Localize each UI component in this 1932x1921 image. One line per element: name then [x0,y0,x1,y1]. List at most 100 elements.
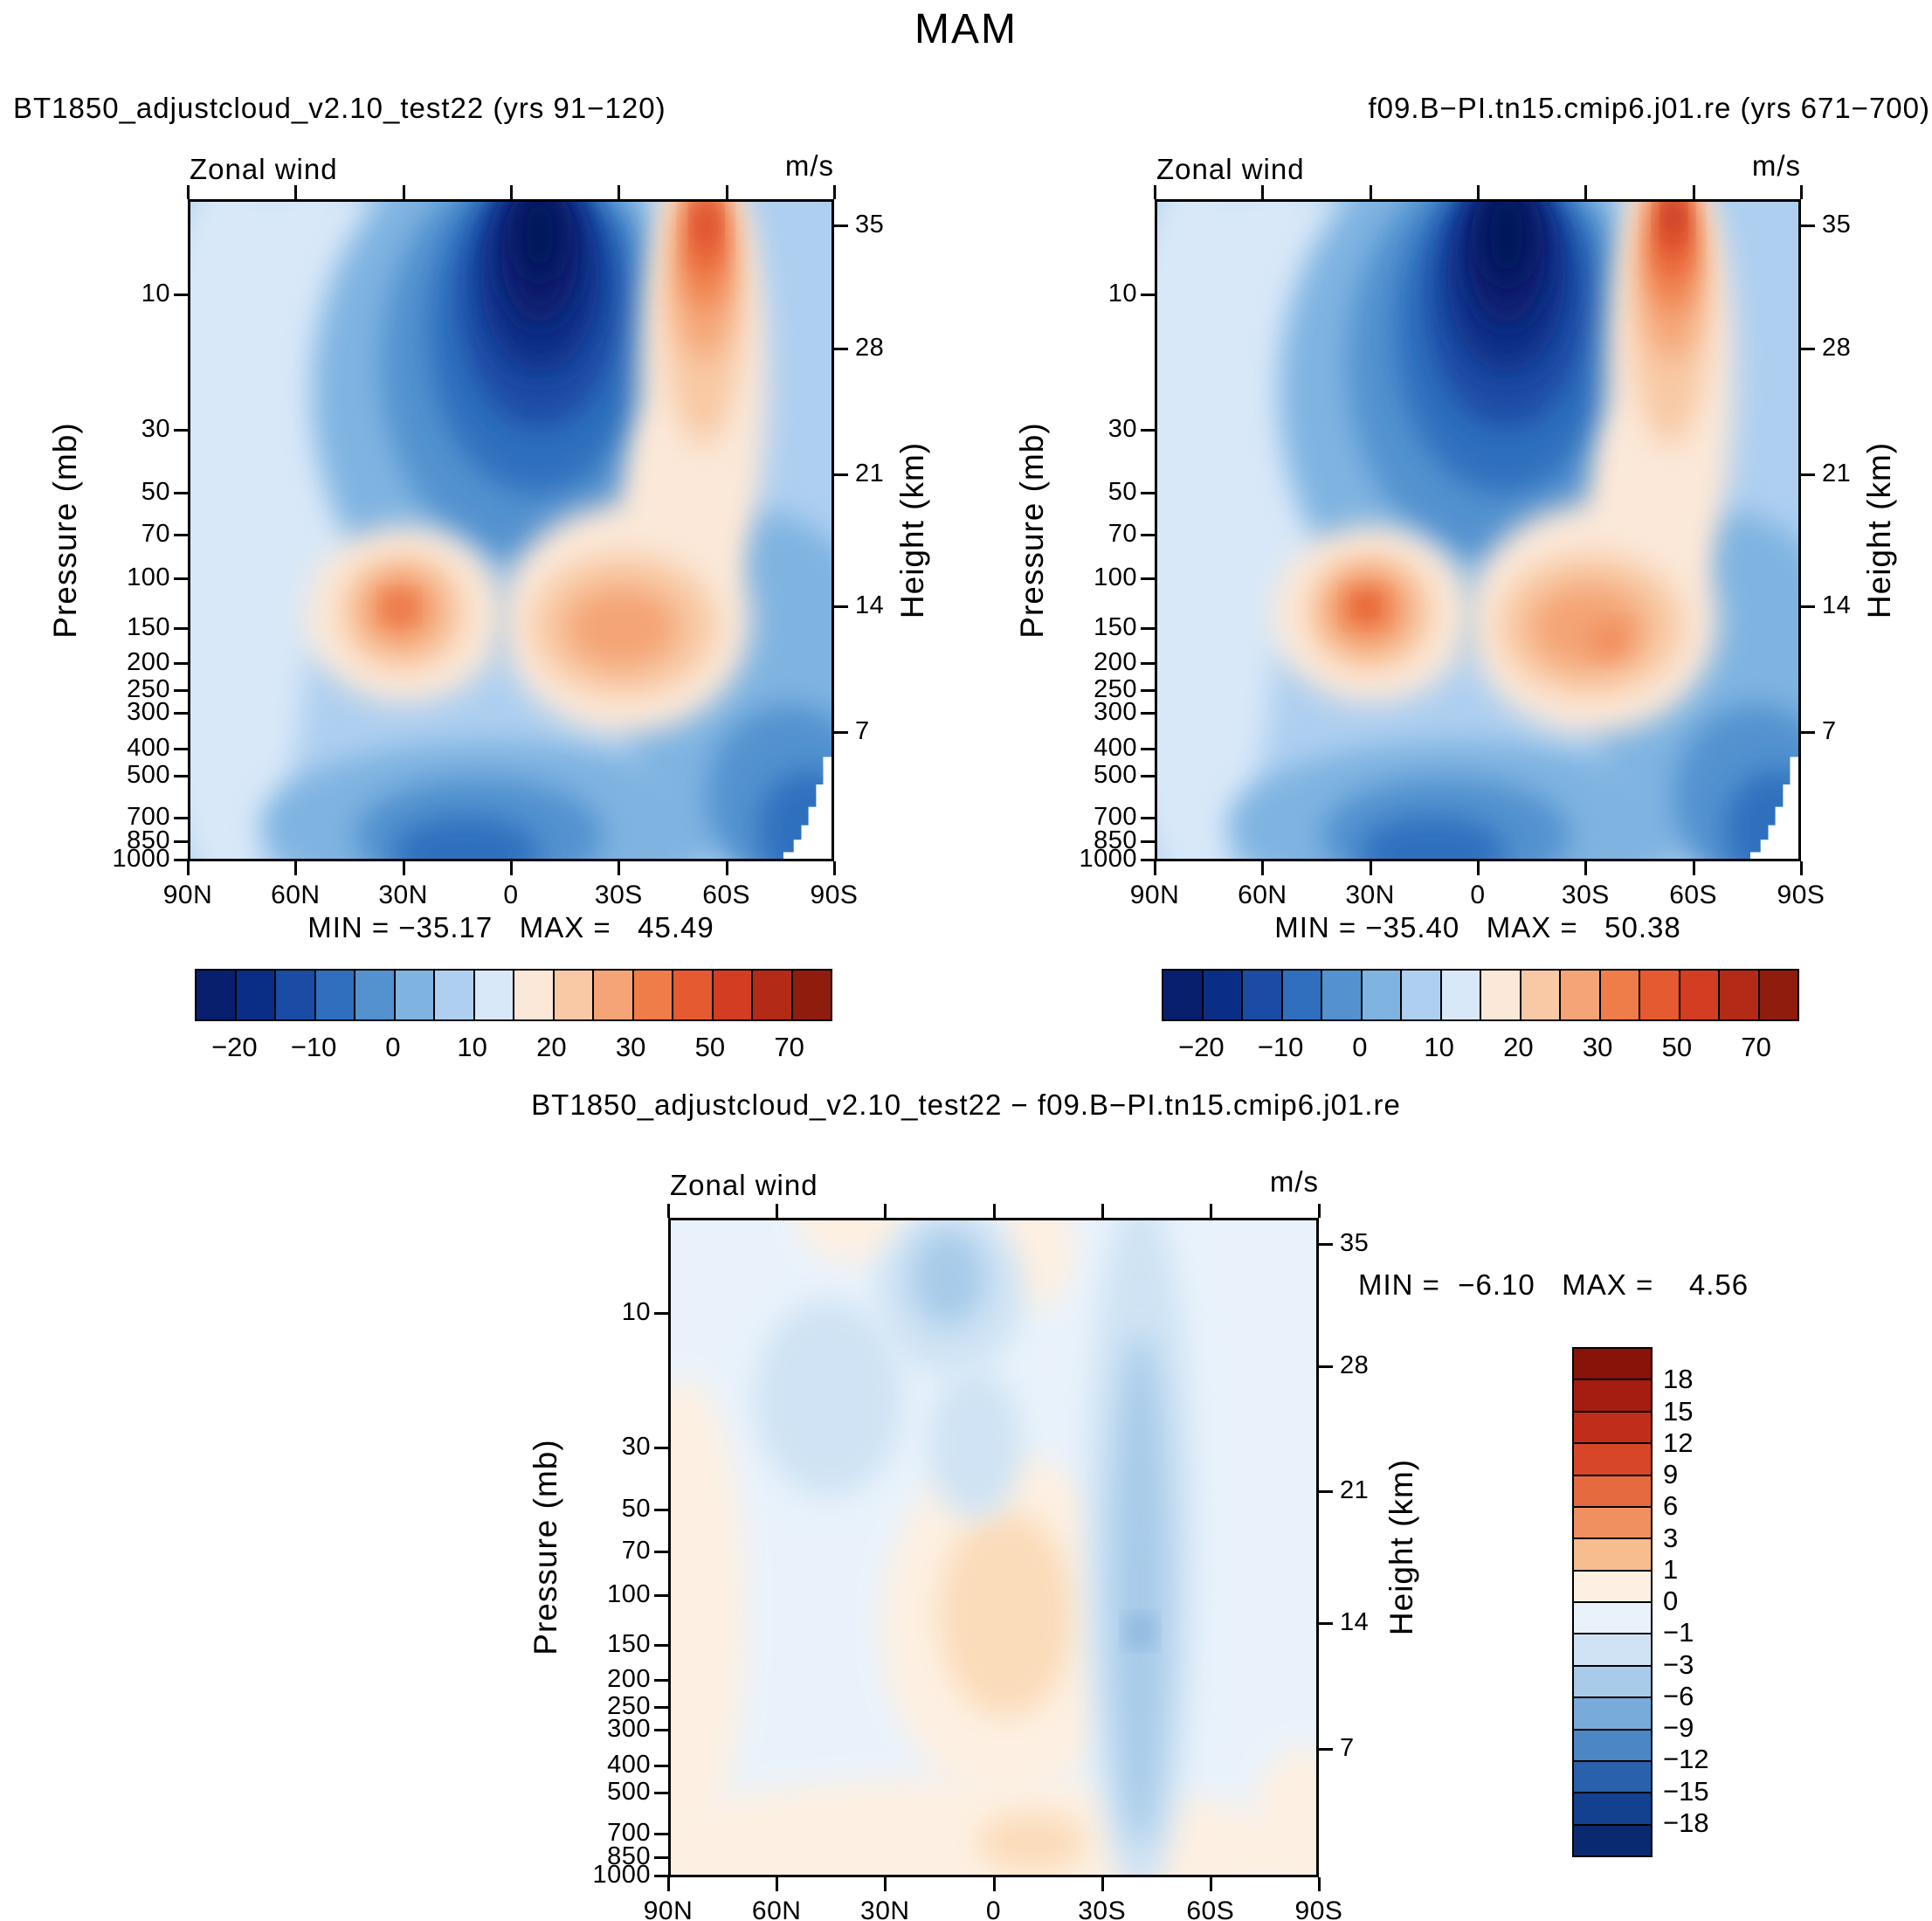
pressure-tick-label: 250 [127,675,170,704]
colorbar-segment [1282,971,1322,1019]
colorbar-tick-label: 20 [536,1032,567,1062]
colorbar-tick-label: 0 [385,1032,401,1062]
pressure-tick-label: 300 [127,698,170,727]
latitude-tick [1209,1877,1212,1891]
pressure-tick-label: 10 [141,280,170,308]
latitude-tick-top [776,1204,779,1218]
diff-colorbar-tick-label: −12 [1663,1744,1709,1775]
case2-title: f09.B−PI.tn15.cmip6.j01.re (yrs 671−700) [1368,92,1930,124]
pressure-tick [174,859,188,862]
panel-case2: f09.B−PI.tn15.cmip6.j01.re (yrs 671−700)… [980,83,1932,1101]
latitude-tick-label: 90S [1294,1897,1343,1921]
height-tick-label: 21 [1822,459,1852,487]
pressure-tick-label: 300 [1094,698,1137,727]
colorbar-segment [1759,971,1797,1019]
diff-colorbar-segment [1574,1825,1651,1855]
latitude-tick-label: 90S [810,881,859,909]
colorbar-tick-label: 50 [1661,1032,1693,1062]
pressure-tick-label: 150 [127,613,170,642]
contour-field [671,1220,1316,1875]
pressure-tick [654,1311,668,1315]
latitude-tick-label: 30N [1345,881,1395,909]
colorbar-tick-label: −20 [211,1032,258,1062]
diff-colorbar-tick-label: 3 [1663,1522,1679,1553]
height-tick-label: 28 [855,333,885,362]
pressure-tick-label: 50 [621,1495,651,1524]
pressure-tick [1141,859,1155,862]
latitude-tick [1477,861,1480,875]
diff-colorbar-tick-label: −6 [1663,1680,1694,1711]
latitude-tick [1318,1877,1321,1891]
colorbar-segment [1481,971,1521,1019]
height-tick-label: 35 [855,211,885,239]
colorbar-segment [514,971,555,1019]
pressure-tick-label: 500 [1094,761,1137,790]
latitude-tick [618,861,621,875]
latitude-tick-top [1261,185,1265,199]
colorbar-tick-label: 20 [1503,1032,1534,1062]
pressure-tick [174,428,188,432]
colorbar-segment [554,971,594,1019]
colorbar-case2: −20 −10 0 10 20 30 50 70 [1162,969,1799,1082]
pressure-tick [1141,816,1155,819]
pressure-tick-label: 700 [607,1819,651,1848]
pressure-tick [654,1706,668,1710]
colorbar-tick-label: −20 [1178,1032,1225,1062]
pressure-tick-label: 50 [141,477,170,506]
height-tick [834,731,848,735]
colorbar-tick-label: 50 [694,1032,726,1062]
pressure-tick [654,1791,668,1794]
diff-colorbar-segment [1574,1730,1651,1762]
latitude-tick [884,1877,887,1891]
colorbar-case1: −20 −10 0 10 20 30 50 70 [195,969,832,1082]
colorbar-segment [594,971,634,1019]
colorbar-segment [1402,971,1442,1019]
contour-plot-case2 [1155,199,1801,861]
colorbar-segment [1640,971,1680,1019]
pressure-tick-label: 850 [127,826,170,855]
latitude-tick-label: 90N [162,881,213,909]
latitude-tick-top [1477,185,1480,199]
latitude-tick [1154,861,1156,875]
colorbar-segment [395,971,435,1019]
height-tick [1801,731,1815,735]
diff-colorbar-segment [1574,1475,1651,1508]
colorbar-segment [1163,971,1204,1019]
height-tick-label: 35 [1340,1229,1370,1258]
pressure-tick [174,294,188,297]
pressure-tick-label: 850 [607,1842,651,1871]
field-label: Zonal wind [190,153,338,185]
diff-colorbar-tick-label: −3 [1663,1648,1694,1680]
pressure-tick-label: 100 [127,563,170,591]
latitude-tick [1369,861,1372,875]
diff-colorbar-segment [1574,1444,1651,1476]
height-tick-label: 7 [1822,717,1837,746]
units-label: m/s [1269,1165,1319,1198]
pressure-tick [1141,712,1155,715]
latitude-tick-top [1101,1204,1104,1218]
diff-colorbar-segment [1574,1571,1651,1603]
latitude-tick-label: 30N [860,1897,910,1921]
pressure-tick-label: 1000 [592,1861,651,1890]
latitude-tick [402,861,405,875]
latitude-tick-top [510,185,513,199]
latitude-tick-top [1369,185,1372,199]
height-tick [834,347,848,350]
pressure-tick [654,1856,668,1860]
pressure-tick-label: 150 [607,1630,651,1659]
pressure-tick [174,748,188,751]
latitude-tick [667,1877,670,1891]
pressure-tick [654,1764,668,1767]
latitude-tick-top [884,1204,887,1218]
pressure-tick-label: 30 [141,414,170,443]
pressure-tick [1141,662,1155,666]
height-tick-label: 35 [1822,211,1852,239]
latitude-tick-top [1209,1204,1212,1218]
colorbar-segment [792,971,831,1019]
colorbar-segment [197,971,237,1019]
colorbar-tick-label: 30 [615,1032,646,1062]
season-title: MAM [914,6,1018,52]
diff-colorbar-segment [1574,1539,1651,1572]
pressure-tick-label: 70 [141,519,170,548]
colorbar-segment [1243,971,1283,1019]
